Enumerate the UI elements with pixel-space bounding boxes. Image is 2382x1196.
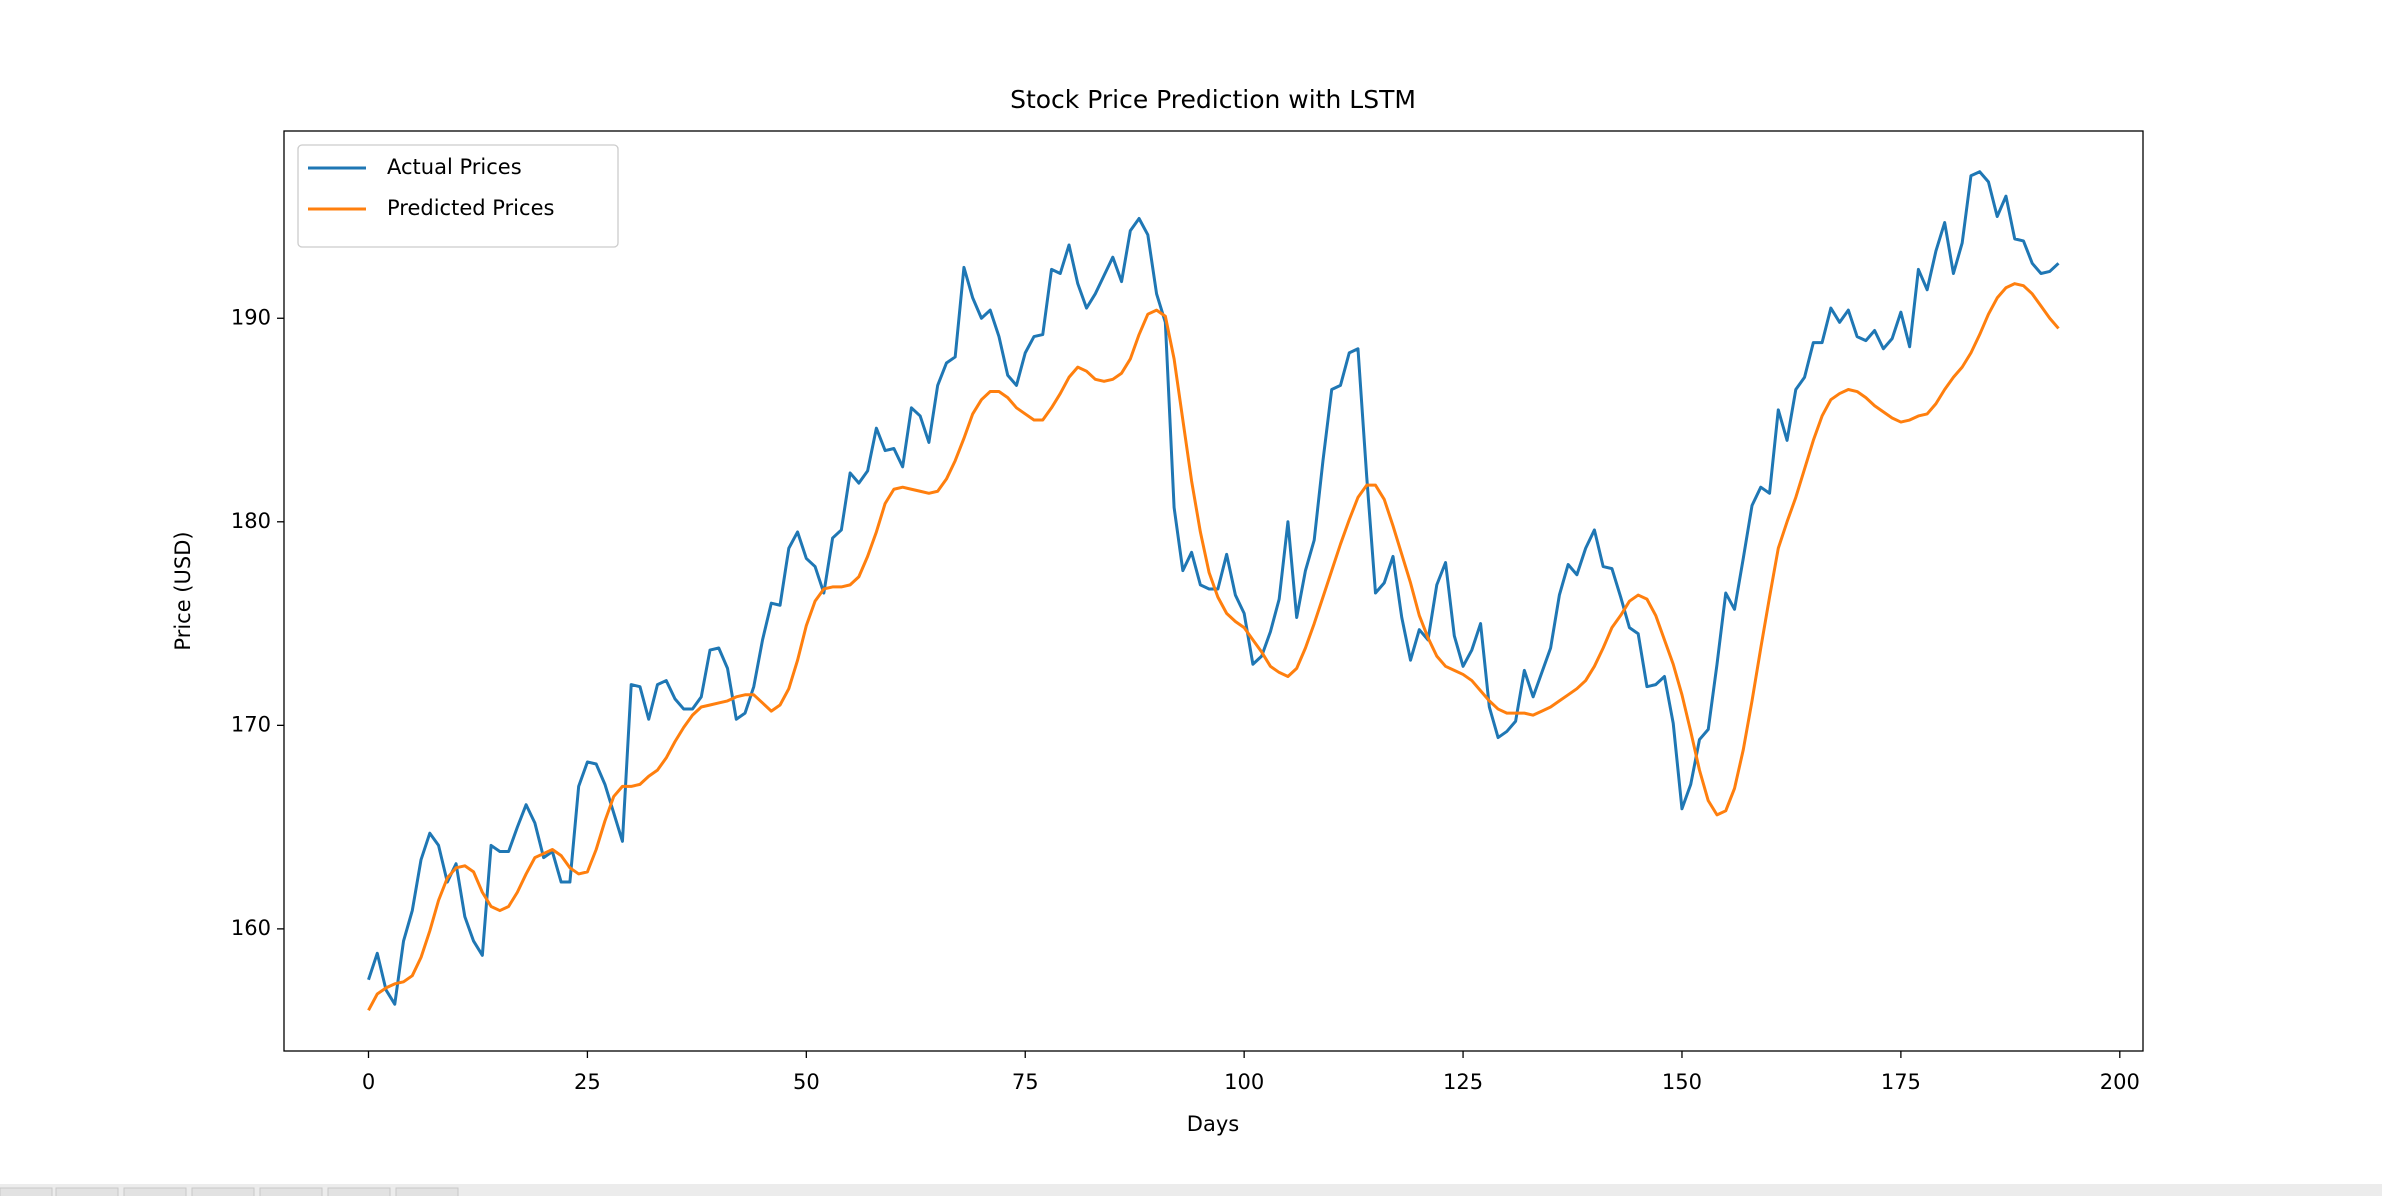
toolbar-button[interactable]	[55, 1187, 119, 1196]
chart-title: Stock Price Prediction with LSTM	[1010, 85, 1416, 114]
y-tick-label: 160	[231, 916, 271, 940]
toolbar-buttons	[0, 1187, 459, 1196]
x-tick-label: 25	[574, 1070, 601, 1094]
toolbar-button[interactable]	[395, 1187, 459, 1196]
y-axis-label: Price (USD)	[171, 531, 195, 650]
legend-label: Predicted Prices	[387, 196, 554, 220]
x-tick-label: 125	[1443, 1070, 1483, 1094]
toolbar-button[interactable]	[259, 1187, 323, 1196]
y-tick-label: 170	[231, 712, 271, 736]
y-tick-label: 190	[231, 305, 271, 329]
x-tick-label: 100	[1224, 1070, 1264, 1094]
toolbar-button[interactable]	[123, 1187, 187, 1196]
x-axis-label: Days	[1187, 1112, 1239, 1136]
x-tick-label: 75	[1012, 1070, 1039, 1094]
toolbar	[0, 1184, 2382, 1196]
x-tick-label: 175	[1881, 1070, 1921, 1094]
toolbar-button[interactable]	[191, 1187, 255, 1196]
price-line	[367, 282, 2060, 1012]
y-tick-label: 180	[231, 509, 271, 533]
x-tick-label: 50	[793, 1070, 820, 1094]
legend: Actual Prices Predicted Prices	[297, 144, 619, 248]
x-tick-label: 150	[1662, 1070, 1702, 1094]
plot-frame	[283, 130, 2144, 1052]
toolbar-button[interactable]	[0, 1187, 53, 1196]
legend-label: Actual Prices	[387, 155, 522, 179]
x-tick-label: 0	[362, 1070, 375, 1094]
x-tick-label: 200	[2100, 1070, 2140, 1094]
legend-box	[297, 144, 619, 248]
toolbar-button[interactable]	[327, 1187, 391, 1196]
